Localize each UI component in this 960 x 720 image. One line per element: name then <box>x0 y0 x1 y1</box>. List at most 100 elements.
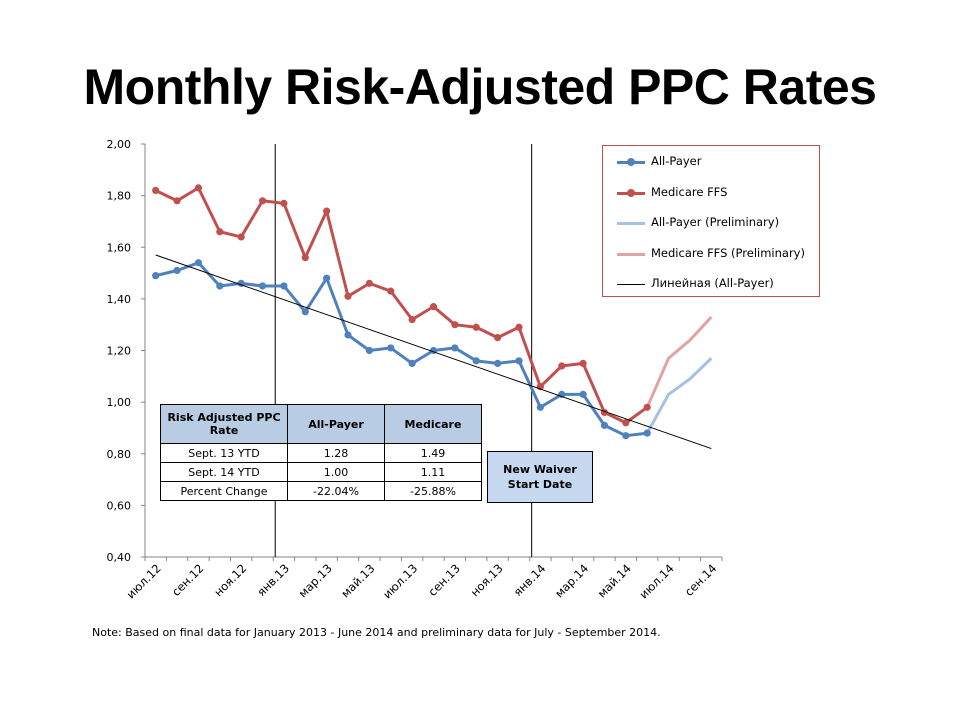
medicare-point <box>558 362 566 370</box>
all-payer-point <box>323 274 331 282</box>
medicare-point <box>472 323 480 331</box>
x-tick-label: мар.13 <box>296 561 335 600</box>
x-tick-label: июл.13 <box>380 561 420 601</box>
x-tick-label: сен.13 <box>425 561 463 599</box>
table-cell: 1.28 <box>287 443 385 463</box>
y-tick-label: 1,40 <box>107 293 132 306</box>
all-payer-point <box>408 359 416 368</box>
medicare-series-line <box>155 186 649 425</box>
table-cell: -25.88% <box>384 481 482 501</box>
x-tick-label: сен.14 <box>682 561 720 599</box>
all-payer-point <box>643 429 651 437</box>
all-payer-point <box>216 282 224 290</box>
table-cell: Sept. 13 YTD <box>160 443 288 463</box>
waiver-label-line1: New Waiver <box>503 463 577 476</box>
all-payer-point <box>451 344 459 352</box>
medicare-point <box>579 359 587 368</box>
table-header-medicare: Medicare <box>384 404 482 444</box>
legend-swatch <box>617 252 645 256</box>
x-tick-label: май.14 <box>595 561 634 600</box>
table-header-rate: Risk Adjusted PPC Rate <box>160 404 288 444</box>
medicare-point <box>301 253 309 262</box>
all-payer-point <box>152 272 160 280</box>
medicare-point <box>365 279 373 287</box>
all-payer-point <box>579 390 587 398</box>
y-tick-label: 2,00 <box>107 138 132 151</box>
legend-marker <box>627 158 635 166</box>
medicare-point <box>173 197 181 205</box>
table-cell: 1.49 <box>384 443 482 463</box>
table-cell: Percent Change <box>160 481 288 501</box>
footnote: Note: Based on final data for January 20… <box>92 626 661 639</box>
table-row: Percent Change -22.04% -25.88% <box>160 481 482 501</box>
table-cell: 1.00 <box>287 462 385 482</box>
medicare-point <box>216 228 224 236</box>
table-cell: 1.11 <box>384 462 482 482</box>
y-tick-label: 1,00 <box>107 396 132 409</box>
all-payer-point <box>301 308 309 316</box>
legend-label: Линейная (All-Payer) <box>651 276 774 290</box>
x-tick-label: янв.13 <box>254 561 292 599</box>
y-tick-label: 1,20 <box>107 345 132 358</box>
all-payer-point <box>515 357 523 365</box>
medicare-point <box>429 303 438 311</box>
medicare-point <box>344 292 352 300</box>
medicare-point <box>494 333 502 342</box>
chart-legend: All-Payer Medicare FFS All-Payer (Prelimin… <box>602 145 820 297</box>
medicare-point <box>451 321 459 329</box>
all-payer-prelim-series-line <box>645 357 713 434</box>
table-cell: Sept. 14 YTD <box>160 462 288 482</box>
all-payer-point <box>173 266 181 275</box>
y-tick-label: 0,60 <box>107 499 132 512</box>
y-tick-label: 0,80 <box>107 448 132 461</box>
y-tick-label: 0,40 <box>107 551 132 564</box>
medicare-point <box>515 323 523 331</box>
x-tick-label: июл.14 <box>637 561 677 601</box>
table-row: Sept. 14 YTD 1.00 1.11 <box>160 462 482 482</box>
all-payer-point <box>494 359 502 368</box>
table-row: Sept. 13 YTD 1.28 1.49 <box>160 443 482 463</box>
table-cell: -22.04% <box>287 481 385 501</box>
legend-swatch <box>617 284 645 285</box>
all-payer-point <box>365 346 373 355</box>
all-payer-point <box>258 282 267 290</box>
y-tick-label: 1,80 <box>107 190 132 203</box>
medicare-point <box>152 186 160 195</box>
medicare-point <box>622 419 630 427</box>
medicare-point <box>258 197 267 205</box>
x-tick-label: май.13 <box>338 561 377 600</box>
x-tick-label: янв.14 <box>511 561 549 599</box>
all-payer-point <box>280 282 288 290</box>
medicare-point <box>194 184 203 192</box>
medicare-point <box>643 403 651 411</box>
table-header-all-payer: All-Payer <box>287 404 385 444</box>
y-tick-label: 1,60 <box>107 241 132 254</box>
new-waiver-callout: New Waiver Start Date <box>487 451 593 503</box>
all-payer-point <box>194 259 203 267</box>
medicare-point <box>408 315 416 324</box>
table-header-row: Risk Adjusted PPC Rate All-Payer Medicar… <box>160 404 482 444</box>
legend-label: All-Payer (Preliminary) <box>651 215 780 229</box>
medicare-point <box>280 199 288 207</box>
legend-label: Medicare FFS (Preliminary) <box>651 245 805 260</box>
trend-line <box>155 254 712 450</box>
all-payer-point <box>387 344 395 352</box>
legend-label: All-Payer <box>651 154 702 168</box>
all-payer-point <box>344 331 352 339</box>
all-payer-point <box>622 432 630 440</box>
x-tick-label: сен.12 <box>169 561 207 599</box>
page-title: Monthly Risk-Adjusted PPC Rates <box>83 59 877 115</box>
legend-marker <box>627 188 635 197</box>
medicare-point <box>387 287 395 295</box>
all-payer-point <box>472 357 480 365</box>
waiver-label-line2: Start Date <box>507 478 573 491</box>
x-tick-label: мар.14 <box>552 561 591 600</box>
all-payer-point <box>600 421 609 429</box>
medicare-point <box>237 233 245 241</box>
medicare-prelim-series-line <box>645 315 713 408</box>
x-tick-label: ноя.13 <box>468 561 506 599</box>
medicare-point <box>323 207 331 215</box>
x-tick-label: июл.12 <box>124 561 164 601</box>
ppc-rate-table: Risk Adjusted PPC Rate All-Payer Medicar… <box>160 404 482 501</box>
legend-label: Medicare FFS <box>651 184 728 199</box>
